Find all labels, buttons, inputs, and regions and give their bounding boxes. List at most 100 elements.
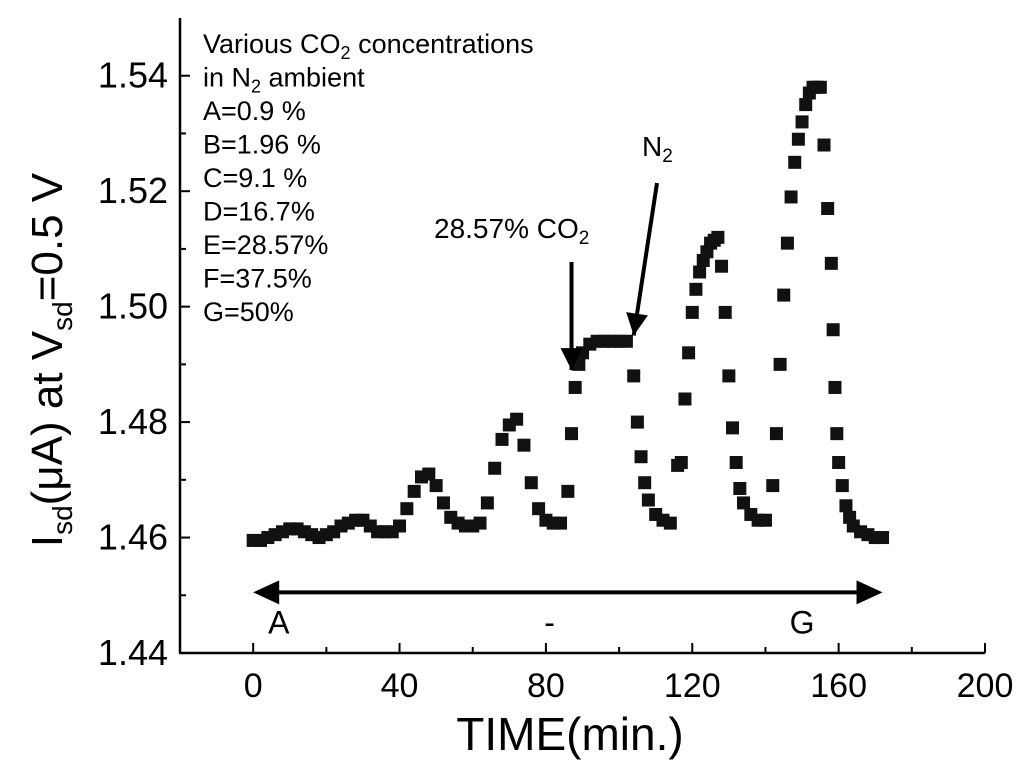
data-point	[480, 496, 494, 510]
data-point	[627, 369, 641, 383]
data-point	[678, 392, 692, 406]
legend-line: B=1.96 %	[203, 130, 321, 160]
data-point	[715, 259, 729, 273]
tick-marks	[179, 74, 986, 654]
legend-line: E=28.57%	[203, 230, 328, 260]
data-point	[674, 456, 688, 469]
data-point	[824, 256, 838, 270]
legend-line: G=50%	[203, 297, 294, 327]
data-point	[726, 421, 740, 435]
tick-labels: 0 40 80 120 160 200 1.44 1.46 1.48 1.50 1.52 1.54	[98, 55, 1013, 705]
data-point	[821, 202, 835, 215]
legend-line: A=0.9 %	[203, 96, 306, 126]
data-point	[393, 519, 407, 533]
data-point	[835, 479, 849, 493]
data-point	[561, 484, 575, 498]
data-point	[788, 155, 802, 169]
data-point	[554, 516, 568, 530]
data-point	[638, 476, 652, 490]
data-point	[839, 499, 853, 513]
data-point	[817, 138, 831, 152]
data-point	[495, 432, 509, 446]
y-tick-label: 1.54	[98, 55, 168, 96]
span-label: -	[544, 604, 555, 640]
data-point	[565, 427, 579, 441]
data-point	[784, 190, 798, 204]
data-point	[733, 481, 747, 495]
co2-arrow-head	[560, 348, 583, 371]
data-point	[407, 484, 421, 498]
data-point	[826, 323, 840, 337]
y-tick-label: 1.44	[98, 632, 168, 673]
n2-annotation: N2	[642, 131, 673, 167]
span-label: G	[790, 604, 815, 640]
data-point	[473, 516, 487, 530]
x-axis-label: TIME(min.)	[456, 708, 683, 760]
data-points	[246, 80, 890, 547]
data-point	[510, 412, 524, 426]
data-point	[729, 456, 743, 469]
data-point	[619, 334, 633, 348]
data-point	[832, 456, 846, 469]
data-point	[532, 502, 546, 516]
data-point	[780, 236, 794, 250]
data-point	[429, 479, 443, 493]
data-point	[718, 305, 732, 319]
data-point	[769, 427, 783, 441]
legend-line: F=37.5%	[203, 264, 312, 294]
data-point	[828, 380, 842, 394]
data-point	[773, 357, 787, 371]
x-tick-label: 200	[957, 667, 1014, 705]
legend-line: C=9.1 %	[203, 163, 307, 193]
data-point	[641, 493, 655, 507]
data-point	[689, 282, 703, 296]
data-point	[722, 369, 736, 383]
data-point	[693, 265, 707, 279]
x-tick-label: 160	[810, 667, 867, 705]
data-point	[777, 288, 791, 302]
axes-frame	[178, 18, 985, 655]
data-point	[436, 496, 450, 510]
span-arrow-left-head	[253, 580, 280, 605]
data-point	[400, 502, 414, 516]
data-point	[517, 438, 531, 452]
legend-line: Various CO2 concentrations	[203, 29, 534, 63]
data-point	[813, 80, 827, 94]
data-point	[799, 98, 813, 112]
data-point	[795, 115, 809, 129]
legend-line: D=16.7%	[203, 197, 315, 227]
legend-line: in N2 ambient	[203, 63, 365, 97]
data-point	[711, 230, 725, 244]
y-tick-label: 1.52	[98, 170, 168, 211]
x-tick-label: 120	[664, 667, 721, 705]
x-tick-label: 0	[244, 667, 263, 705]
data-point	[524, 476, 538, 490]
annotations: 28.57% CO2 N2 A - G	[253, 131, 883, 640]
data-point	[422, 467, 436, 481]
data-point	[634, 450, 648, 464]
y-axis-label-text: Isd(μA) at Vsd=0.5 V	[23, 172, 78, 547]
y-tick-label: 1.50	[98, 286, 168, 327]
span-label: A	[268, 604, 290, 640]
data-point	[663, 516, 677, 530]
n2-arrow-shaft	[631, 182, 659, 336]
data-point	[568, 380, 582, 394]
y-axis-label: Isd(μA) at Vsd=0.5 V	[23, 172, 78, 547]
data-point	[766, 479, 780, 493]
x-tick-label: 40	[381, 667, 419, 705]
data-point	[876, 531, 890, 545]
span-arrow-right-head	[856, 580, 883, 605]
data-point	[791, 132, 805, 146]
data-point	[737, 496, 750, 510]
co2-annotation: 28.57% CO2	[434, 213, 589, 249]
n2-arrow-head	[626, 312, 648, 336]
y-tick-label: 1.46	[98, 517, 168, 558]
data-point	[830, 427, 844, 441]
x-tick-label: 80	[527, 667, 565, 705]
data-point	[630, 415, 644, 429]
data-point	[488, 461, 502, 475]
data-point	[685, 305, 699, 319]
data-point	[758, 513, 772, 527]
